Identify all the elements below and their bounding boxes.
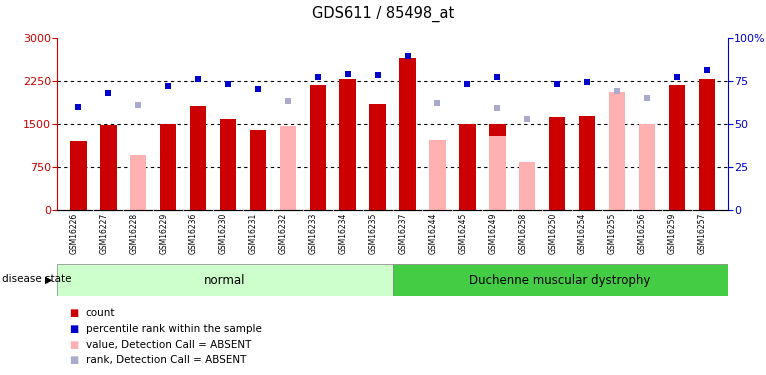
- Bar: [639, 124, 655, 210]
- Text: GSM16233: GSM16233: [309, 213, 318, 254]
- Text: GSM16231: GSM16231: [249, 213, 258, 254]
- Text: disease state: disease state: [2, 274, 71, 284]
- Text: count: count: [86, 308, 116, 318]
- Text: GSM16228: GSM16228: [129, 213, 138, 254]
- Text: GSM16249: GSM16249: [488, 213, 497, 254]
- Bar: [339, 80, 356, 210]
- Text: GSM16259: GSM16259: [668, 213, 677, 254]
- Text: value, Detection Call = ABSENT: value, Detection Call = ABSENT: [86, 340, 251, 350]
- Text: normal: normal: [205, 274, 246, 287]
- Bar: [100, 126, 116, 210]
- Text: GSM16227: GSM16227: [100, 213, 108, 254]
- Bar: [399, 58, 416, 210]
- Bar: [489, 136, 506, 210]
- Text: rank, Detection Call = ABSENT: rank, Detection Call = ABSENT: [86, 356, 246, 365]
- Bar: [280, 126, 296, 210]
- Bar: [369, 104, 386, 210]
- Text: GSM16226: GSM16226: [70, 213, 78, 254]
- Text: ▶: ▶: [44, 274, 52, 284]
- Bar: [669, 85, 685, 210]
- Text: percentile rank within the sample: percentile rank within the sample: [86, 324, 262, 334]
- Bar: [160, 124, 176, 210]
- Text: ■: ■: [69, 340, 78, 350]
- Text: GDS611 / 85498_at: GDS611 / 85498_at: [312, 6, 454, 22]
- Text: GSM16236: GSM16236: [189, 213, 198, 254]
- Text: ■: ■: [69, 324, 78, 334]
- Text: ■: ■: [69, 356, 78, 365]
- Text: GSM16235: GSM16235: [368, 213, 378, 254]
- Text: GSM16245: GSM16245: [458, 213, 467, 254]
- Bar: [609, 92, 625, 210]
- Text: GSM16237: GSM16237: [398, 213, 408, 254]
- Text: Duchenne muscular dystrophy: Duchenne muscular dystrophy: [470, 274, 651, 287]
- Bar: [489, 124, 506, 210]
- Text: GSM16256: GSM16256: [638, 213, 647, 254]
- Bar: [190, 106, 206, 210]
- Bar: [429, 140, 446, 210]
- Text: GSM16250: GSM16250: [548, 213, 557, 254]
- Bar: [309, 85, 326, 210]
- Text: GSM16254: GSM16254: [578, 213, 587, 254]
- Bar: [250, 129, 266, 210]
- Bar: [392, 264, 728, 296]
- Text: GSM16232: GSM16232: [279, 213, 288, 254]
- Bar: [130, 155, 146, 210]
- Text: ■: ■: [69, 308, 78, 318]
- Bar: [70, 141, 87, 210]
- Bar: [549, 117, 565, 210]
- Bar: [459, 124, 476, 210]
- Text: GSM16255: GSM16255: [608, 213, 617, 254]
- Text: GSM16258: GSM16258: [519, 213, 527, 254]
- Bar: [220, 118, 236, 210]
- Text: GSM16234: GSM16234: [339, 213, 348, 254]
- Text: GSM16229: GSM16229: [159, 213, 169, 254]
- Bar: [699, 79, 715, 210]
- Text: GSM16244: GSM16244: [428, 213, 437, 254]
- Bar: [519, 162, 535, 210]
- Bar: [57, 264, 392, 296]
- Text: GSM16257: GSM16257: [698, 213, 707, 254]
- Bar: [579, 116, 595, 210]
- Text: GSM16230: GSM16230: [219, 213, 228, 254]
